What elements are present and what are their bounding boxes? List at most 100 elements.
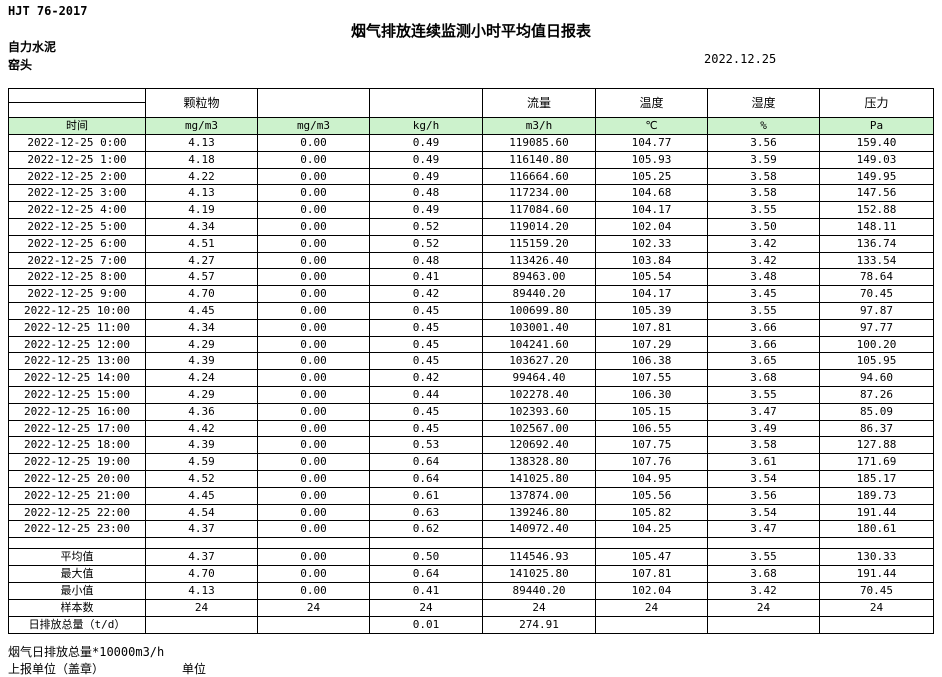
value-cell: 103001.40 bbox=[482, 318, 596, 337]
value-cell: 104.17 bbox=[595, 285, 708, 303]
time-cell: 2022-12-25 4:00 bbox=[8, 201, 146, 219]
summary-value-cell: 102.04 bbox=[595, 582, 708, 601]
table-row: 2022-12-25 14:00 4.24 0.00 0.42 99464.40 107.… bbox=[8, 369, 934, 387]
time-cell: 2022-12-25 6:00 bbox=[8, 234, 146, 253]
blank-cell bbox=[595, 537, 708, 550]
summary-value-cell: 191.44 bbox=[819, 565, 934, 584]
value-cell: 0.00 bbox=[257, 352, 370, 371]
table-row: 2022-12-25 1:00 4.18 0.00 0.49 116140.80 105.… bbox=[8, 150, 934, 169]
doc-code: HJT 76-2017 bbox=[8, 4, 88, 18]
value-cell: 4.13 bbox=[145, 184, 258, 203]
value-cell: 4.59 bbox=[145, 453, 258, 471]
value-cell: 102278.40 bbox=[482, 385, 596, 404]
unit-header-5: ℃ bbox=[595, 117, 708, 135]
value-cell: 3.47 bbox=[707, 402, 820, 421]
value-cell: 3.55 bbox=[707, 385, 820, 404]
value-cell: 4.52 bbox=[145, 469, 258, 488]
value-cell: 4.42 bbox=[145, 419, 258, 438]
value-cell: 4.22 bbox=[145, 167, 258, 186]
column-group-header-1 bbox=[257, 88, 370, 118]
table-row: 2022-12-25 17:00 4.42 0.00 0.45 102567.00 106… bbox=[8, 419, 934, 438]
time-cell: 2022-12-25 2:00 bbox=[8, 167, 146, 186]
value-cell: 0.61 bbox=[369, 486, 483, 505]
value-cell: 0.00 bbox=[257, 318, 370, 337]
time-cell: 2022-12-25 8:00 bbox=[8, 268, 146, 287]
value-cell: 3.58 bbox=[707, 167, 820, 186]
value-cell: 104.17 bbox=[595, 201, 708, 219]
time-cell: 2022-12-25 18:00 bbox=[8, 436, 146, 455]
summary-value-cell: 4.37 bbox=[145, 548, 258, 567]
value-cell: 107.76 bbox=[595, 453, 708, 471]
column-group-header-4: 温度 bbox=[595, 88, 708, 118]
summary-label-cell: 样本数 bbox=[8, 599, 146, 618]
value-cell: 117234.00 bbox=[482, 184, 596, 203]
column-group-header-2 bbox=[369, 88, 483, 118]
time-cell: 2022-12-25 11:00 bbox=[8, 318, 146, 337]
value-cell: 3.66 bbox=[707, 335, 820, 354]
value-cell: 105.25 bbox=[595, 167, 708, 186]
value-cell: 0.45 bbox=[369, 352, 483, 371]
blank-cell bbox=[257, 537, 370, 550]
value-cell: 100.20 bbox=[819, 335, 934, 354]
value-cell: 4.29 bbox=[145, 335, 258, 354]
value-cell: 0.49 bbox=[369, 167, 483, 186]
time-cell: 2022-12-25 15:00 bbox=[8, 385, 146, 404]
value-cell: 103627.20 bbox=[482, 352, 596, 371]
value-cell: 103.84 bbox=[595, 251, 708, 270]
table-row bbox=[8, 537, 934, 550]
table-row: 2022-12-25 0:00 4.13 0.00 0.49 119085.60 104.… bbox=[8, 134, 934, 152]
table-row: 2022-12-25 22:00 4.54 0.00 0.63 139246.80 105… bbox=[8, 503, 934, 522]
value-cell: 3.42 bbox=[707, 251, 820, 270]
summary-value-cell bbox=[819, 616, 934, 635]
table-row: 2022-12-25 13:00 4.39 0.00 0.45 103627.20 106… bbox=[8, 352, 934, 371]
value-cell: 106.38 bbox=[595, 352, 708, 371]
summary-value-cell: 89440.20 bbox=[482, 582, 596, 601]
summary-value-cell: 24 bbox=[819, 599, 934, 618]
value-cell: 0.44 bbox=[369, 385, 483, 404]
value-cell: 3.65 bbox=[707, 352, 820, 371]
time-cell: 2022-12-25 9:00 bbox=[8, 285, 146, 303]
value-cell: 0.53 bbox=[369, 436, 483, 455]
value-cell: 191.44 bbox=[819, 503, 934, 522]
summary-value-cell: 24 bbox=[482, 599, 596, 618]
value-cell: 0.00 bbox=[257, 184, 370, 203]
value-cell: 89440.20 bbox=[482, 285, 596, 303]
time-column-header: 时间 bbox=[8, 117, 146, 135]
value-cell: 0.00 bbox=[257, 268, 370, 287]
value-cell: 105.39 bbox=[595, 301, 708, 320]
summary-label-cell: 平均值 bbox=[8, 548, 146, 567]
value-cell: 3.55 bbox=[707, 301, 820, 320]
value-cell: 4.36 bbox=[145, 402, 258, 421]
value-cell: 120692.40 bbox=[482, 436, 596, 455]
value-cell: 138328.80 bbox=[482, 453, 596, 471]
summary-value-cell: 0.01 bbox=[369, 616, 483, 635]
value-cell: 0.00 bbox=[257, 385, 370, 404]
value-cell: 148.11 bbox=[819, 217, 934, 236]
value-cell: 97.77 bbox=[819, 318, 934, 337]
time-cell: 2022-12-25 3:00 bbox=[8, 184, 146, 203]
value-cell: 3.48 bbox=[707, 268, 820, 287]
summary-value-cell: 0.00 bbox=[257, 565, 370, 584]
value-cell: 102393.60 bbox=[482, 402, 596, 421]
value-cell: 4.19 bbox=[145, 201, 258, 219]
value-cell: 0.49 bbox=[369, 201, 483, 219]
value-cell: 147.56 bbox=[819, 184, 934, 203]
time-cell: 2022-12-25 13:00 bbox=[8, 352, 146, 371]
value-cell: 0.00 bbox=[257, 150, 370, 169]
unit-label: 单位 bbox=[182, 662, 207, 676]
column-group-header-0: 颗粒物 bbox=[145, 88, 258, 118]
table-row: 最小值 4.13 0.00 0.41 89440.20 102.04 3.42 70.45 bbox=[8, 582, 934, 601]
summary-value-cell: 24 bbox=[595, 599, 708, 618]
time-cell: 2022-12-25 17:00 bbox=[8, 419, 146, 438]
unit-header-3: kg/h bbox=[369, 117, 483, 135]
value-cell: 104.25 bbox=[595, 520, 708, 539]
table-row: 时间 mg/m3 mg/m3 kg/h m3/h ℃% Pa bbox=[8, 117, 934, 135]
value-cell: 3.54 bbox=[707, 469, 820, 488]
summary-value-cell: 24 bbox=[707, 599, 820, 618]
value-cell: 0.00 bbox=[257, 285, 370, 303]
value-cell: 86.37 bbox=[819, 419, 934, 438]
report-table: 颗粒物 流量 温度 湿度 压力 时间 mg/m3 mg/m3 kg/h m3/h ℃% Pa 2022-… bbox=[8, 88, 934, 635]
summary-value-cell: 105.47 bbox=[595, 548, 708, 567]
unit-header-1: mg/m3 bbox=[145, 117, 258, 135]
value-cell: 105.54 bbox=[595, 268, 708, 287]
